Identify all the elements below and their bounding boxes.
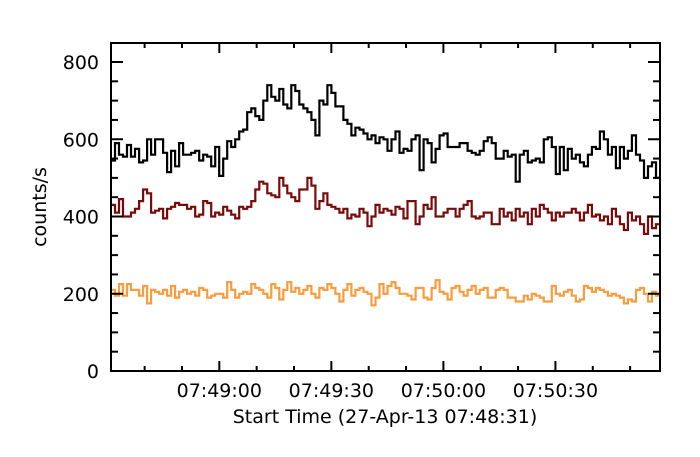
axis-ticks: [111, 43, 660, 372]
x-tick-label: 07:49:30: [289, 380, 374, 402]
y-tick-label: 400: [63, 207, 99, 229]
series-orange: [111, 279, 660, 307]
y-tick-label: 600: [63, 129, 99, 151]
y-tick-label: 800: [63, 52, 99, 74]
y-axis-title: counts/s: [29, 167, 51, 247]
series-layer: [111, 84, 660, 307]
y-axis-tick-labels: 0 200 400 600 800: [63, 52, 99, 383]
y-tick-label: 0: [87, 361, 99, 383]
x-axis-title: Start Time (27-Apr-13 07:48:31): [233, 406, 538, 428]
x-tick-label: 07:50:30: [513, 380, 598, 402]
x-tick-label: 07:49:00: [177, 380, 262, 402]
series-black: [111, 84, 660, 183]
plot-frame: [110, 42, 661, 372]
series-dark-red: [111, 176, 660, 235]
x-axis-tick-labels: 07:49:00 07:49:30 07:50:00 07:50:30: [177, 380, 598, 402]
y-tick-label: 200: [63, 284, 99, 306]
x-tick-label: 07:50:00: [401, 380, 486, 402]
